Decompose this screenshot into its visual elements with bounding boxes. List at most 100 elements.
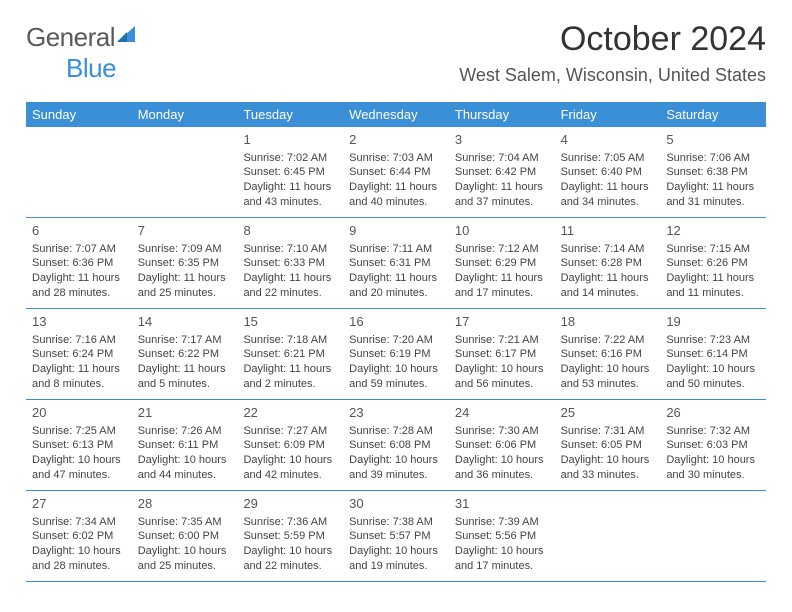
day-cell: 23Sunrise: 7:28 AMSunset: 6:08 PMDayligh…: [343, 400, 449, 490]
daylight-text: Daylight: 10 hours and 28 minutes.: [32, 544, 126, 574]
day-cell: 28Sunrise: 7:35 AMSunset: 6:00 PMDayligh…: [132, 491, 238, 581]
sunset-text: Sunset: 6:33 PM: [243, 256, 337, 271]
location: West Salem, Wisconsin, United States: [459, 65, 766, 86]
daylight-text: Daylight: 11 hours and 5 minutes.: [138, 362, 232, 392]
daylight-text: Daylight: 10 hours and 17 minutes.: [455, 544, 549, 574]
day-cell: 10Sunrise: 7:12 AMSunset: 6:29 PMDayligh…: [449, 218, 555, 308]
day-number: 7: [138, 222, 232, 240]
sunrise-text: Sunrise: 7:23 AM: [666, 333, 760, 348]
weekday-header: Friday: [555, 102, 661, 127]
daylight-text: Daylight: 11 hours and 17 minutes.: [455, 271, 549, 301]
daylight-text: Daylight: 10 hours and 56 minutes.: [455, 362, 549, 392]
logo: General Blue: [26, 22, 139, 84]
daylight-text: Daylight: 11 hours and 20 minutes.: [349, 271, 443, 301]
week-row: 20Sunrise: 7:25 AMSunset: 6:13 PMDayligh…: [26, 400, 766, 491]
sunrise-text: Sunrise: 7:04 AM: [455, 151, 549, 166]
sunrise-text: Sunrise: 7:16 AM: [32, 333, 126, 348]
day-cell: 4Sunrise: 7:05 AMSunset: 6:40 PMDaylight…: [555, 127, 661, 217]
day-cell: 17 Sunrise: 7:21 AMSunset: 6:17 PMDayligh…: [449, 309, 555, 399]
sunset-text: Sunset: 6:22 PM: [138, 347, 232, 362]
day-number: 14: [138, 313, 232, 331]
daylight-text: Daylight: 10 hours and 53 minutes.: [561, 362, 655, 392]
sunset-text: Sunset: 6:17 PM: [455, 347, 549, 362]
sunrise-text: Sunrise: 7:17 AM: [138, 333, 232, 348]
day-cell: 22Sunrise: 7:27 AMSunset: 6:09 PMDayligh…: [237, 400, 343, 490]
day-cell: 14 Sunrise: 7:17 AMSunset: 6:22 PMDayligh…: [132, 309, 238, 399]
day-number: 8: [243, 222, 337, 240]
daylight-text: Daylight: 10 hours and 44 minutes.: [138, 453, 232, 483]
day-cell: 16Sunrise: 7:20 AMSunset: 6:19 PMDayligh…: [343, 309, 449, 399]
daylight-text: Daylight: 11 hours and 34 minutes.: [561, 180, 655, 210]
day-number: 4: [561, 131, 655, 149]
calendar: Sunday Monday Tuesday Wednesday Thursday…: [26, 102, 766, 582]
day-number: 5: [666, 131, 760, 149]
logo-word2: Blue: [66, 53, 116, 83]
weekday-header: Wednesday: [343, 102, 449, 127]
daylight-text: Daylight: 10 hours and 47 minutes.: [32, 453, 126, 483]
sunrise-text: Sunrise: 7:20 AM: [349, 333, 443, 348]
day-cell: 19Sunrise: 7:23 AMSunset: 6:14 PMDayligh…: [660, 309, 766, 399]
weeks-container: 1Sunrise: 7:02 AMSunset: 6:45 PMDaylight…: [26, 127, 766, 582]
day-number: 2: [349, 131, 443, 149]
sunrise-text: Sunrise: 7:34 AM: [32, 515, 126, 530]
sunrise-text: Sunrise: 7:36 AM: [243, 515, 337, 530]
day-cell: 9Sunrise: 7:11 AMSunset: 6:31 PMDaylight…: [343, 218, 449, 308]
day-cell: 31Sunrise: 7:39 AMSunset: 5:56 PMDayligh…: [449, 491, 555, 581]
day-cell: 6Sunrise: 7:07 AMSunset: 6:36 PMDaylight…: [26, 218, 132, 308]
day-number: 28: [138, 495, 232, 513]
sunset-text: Sunset: 6:19 PM: [349, 347, 443, 362]
sunset-text: Sunset: 6:45 PM: [243, 165, 337, 180]
weekday-header: Monday: [132, 102, 238, 127]
day-cell: 12Sunrise: 7:15 AMSunset: 6:26 PMDayligh…: [660, 218, 766, 308]
sunset-text: Sunset: 6:03 PM: [666, 438, 760, 453]
daylight-text: Daylight: 11 hours and 40 minutes.: [349, 180, 443, 210]
sunrise-text: Sunrise: 7:15 AM: [666, 242, 760, 257]
sunrise-text: Sunrise: 7:21 AM: [455, 333, 549, 348]
sunrise-text: Sunrise: 7:06 AM: [666, 151, 760, 166]
weekday-header: Sunday: [26, 102, 132, 127]
daylight-text: Daylight: 11 hours and 31 minutes.: [666, 180, 760, 210]
week-row: 1Sunrise: 7:02 AMSunset: 6:45 PMDaylight…: [26, 127, 766, 218]
day-cell: 20Sunrise: 7:25 AMSunset: 6:13 PMDayligh…: [26, 400, 132, 490]
day-cell: 24Sunrise: 7:30 AMSunset: 6:06 PMDayligh…: [449, 400, 555, 490]
sunrise-text: Sunrise: 7:38 AM: [349, 515, 443, 530]
daylight-text: Daylight: 10 hours and 30 minutes.: [666, 453, 760, 483]
daylight-text: Daylight: 10 hours and 19 minutes.: [349, 544, 443, 574]
week-row: 6Sunrise: 7:07 AMSunset: 6:36 PMDaylight…: [26, 218, 766, 309]
day-cell: 11Sunrise: 7:14 AMSunset: 6:28 PMDayligh…: [555, 218, 661, 308]
day-cell: 18Sunrise: 7:22 AMSunset: 6:16 PMDayligh…: [555, 309, 661, 399]
sunset-text: Sunset: 6:21 PM: [243, 347, 337, 362]
sunset-text: Sunset: 6:42 PM: [455, 165, 549, 180]
month-title: October 2024: [459, 20, 766, 59]
daylight-text: Daylight: 11 hours and 2 minutes.: [243, 362, 337, 392]
day-number: 17: [455, 313, 549, 331]
sunrise-text: Sunrise: 7:18 AM: [243, 333, 337, 348]
sunrise-text: Sunrise: 7:02 AM: [243, 151, 337, 166]
sunset-text: Sunset: 6:36 PM: [32, 256, 126, 271]
week-row: 27Sunrise: 7:34 AMSunset: 6:02 PMDayligh…: [26, 491, 766, 582]
weekday-header: Tuesday: [237, 102, 343, 127]
day-number: 19: [666, 313, 760, 331]
day-cell: 15Sunrise: 7:18 AMSunset: 6:21 PMDayligh…: [237, 309, 343, 399]
day-number: 24: [455, 404, 549, 422]
weekday-header-row: Sunday Monday Tuesday Wednesday Thursday…: [26, 102, 766, 127]
day-number: 29: [243, 495, 337, 513]
sunrise-text: Sunrise: 7:10 AM: [243, 242, 337, 257]
daylight-text: Daylight: 10 hours and 42 minutes.: [243, 453, 337, 483]
daylight-text: Daylight: 10 hours and 36 minutes.: [455, 453, 549, 483]
day-cell: [660, 491, 766, 581]
day-cell: [26, 127, 132, 217]
day-number: 26: [666, 404, 760, 422]
sunrise-text: Sunrise: 7:26 AM: [138, 424, 232, 439]
day-number: 12: [666, 222, 760, 240]
day-cell: 2Sunrise: 7:03 AMSunset: 6:44 PMDaylight…: [343, 127, 449, 217]
daylight-text: Daylight: 11 hours and 14 minutes.: [561, 271, 655, 301]
daylight-text: Daylight: 10 hours and 25 minutes.: [138, 544, 232, 574]
sunrise-text: Sunrise: 7:31 AM: [561, 424, 655, 439]
sunset-text: Sunset: 6:38 PM: [666, 165, 760, 180]
sunset-text: Sunset: 6:02 PM: [32, 529, 126, 544]
day-cell: 26Sunrise: 7:32 AMSunset: 6:03 PMDayligh…: [660, 400, 766, 490]
sunset-text: Sunset: 6:29 PM: [455, 256, 549, 271]
sunrise-text: Sunrise: 7:14 AM: [561, 242, 655, 257]
day-number: 25: [561, 404, 655, 422]
